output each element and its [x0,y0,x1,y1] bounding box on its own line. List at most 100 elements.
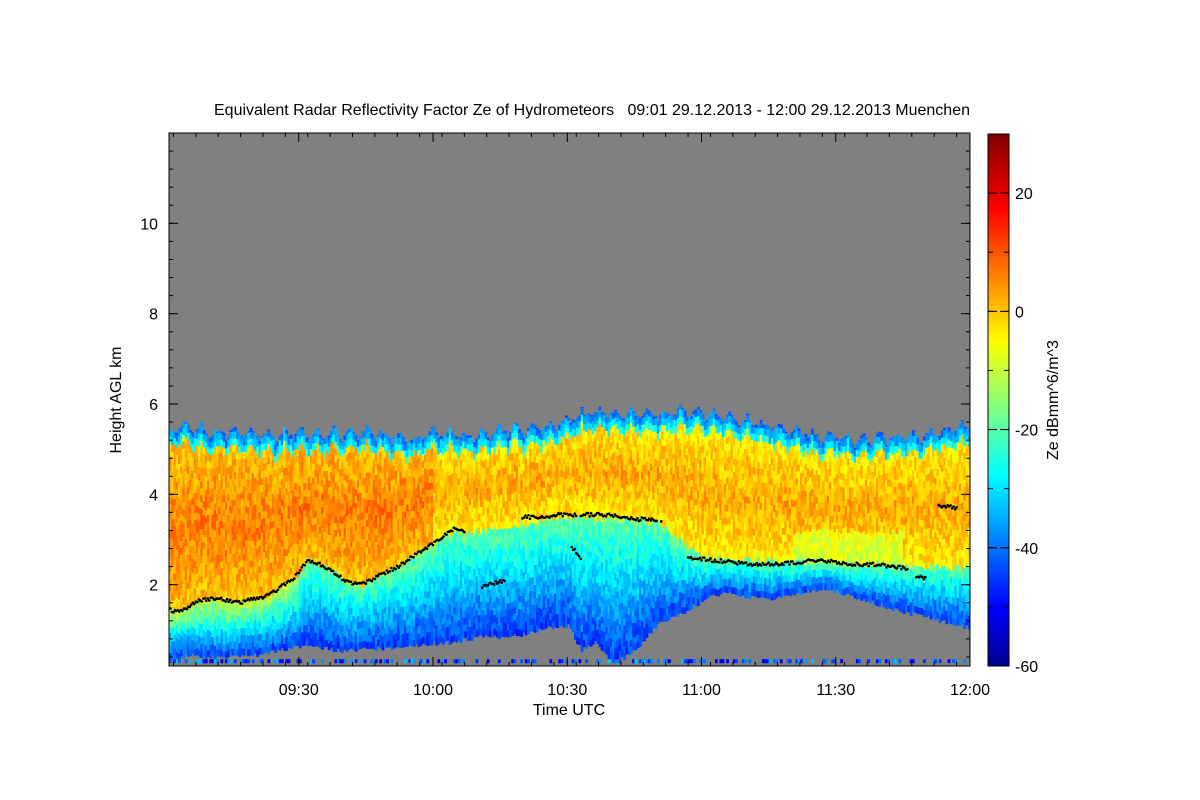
reflectivity-cell [453,484,456,493]
reflectivity-cell [372,519,376,528]
reflectivity-cell [482,487,486,496]
reflectivity-cell [287,491,291,499]
reflectivity-cell [480,445,483,453]
reflectivity-cell [198,581,201,589]
reflectivity-cell [495,569,499,577]
reflectivity-cell [410,625,414,634]
reflectivity-cell [314,503,318,511]
reflectivity-cell [195,539,199,547]
reflectivity-cell [298,627,302,635]
reflectivity-cell [433,593,436,602]
reflectivity-cell [249,427,253,432]
reflectivity-cell [339,488,342,497]
reflectivity-cell [169,652,172,660]
reflectivity-cell [318,485,322,493]
reflectivity-cell [222,447,226,456]
reflectivity-cell [462,549,465,558]
reflectivity-cell [506,501,510,509]
reflectivity-cell [169,578,172,586]
reflectivity-cell [421,534,425,543]
reflectivity-cell [265,638,269,646]
reflectivity-cell [417,443,421,451]
reflectivity-cell [209,438,213,442]
reflectivity-cell [242,566,246,575]
reflectivity-cell [370,614,374,622]
reflectivity-cell [377,476,380,484]
reflectivity-cell [502,629,506,638]
reflectivity-cell [233,458,237,466]
reflectivity-cell [309,631,313,639]
reflectivity-cell [218,527,222,535]
reflectivity-cell [415,595,418,604]
reflectivity-cell [482,589,486,597]
reflectivity-cell [213,536,217,545]
reflectivity-cell [249,587,253,595]
reflectivity-cell [276,581,280,589]
reflectivity-cell [386,579,389,587]
reflectivity-cell [339,637,342,646]
reflectivity-cell [169,591,172,600]
reflectivity-cell [468,435,472,438]
reflectivity-cell [412,551,416,559]
reflectivity-cell [457,626,461,634]
reflectivity-cell [256,507,260,515]
reflectivity-cell [316,524,320,532]
reflectivity-cell [265,503,269,511]
reflectivity-cell [459,621,463,630]
clutter-cell [200,659,204,664]
reflectivity-cell [294,563,298,572]
reflectivity-cell [332,515,336,524]
reflectivity-cell [334,515,338,524]
reflectivity-cell [403,456,407,465]
reflectivity-cell [361,606,365,615]
reflectivity-cell [262,449,266,458]
reflectivity-cell [408,495,412,504]
reflectivity-cell [229,607,233,615]
reflectivity-cell [424,603,427,611]
reflectivity-cell [321,621,324,630]
reflectivity-cell [374,514,378,523]
reflectivity-cell [298,430,302,439]
reflectivity-cell [332,461,336,469]
reflectivity-cell [287,538,291,547]
reflectivity-cell [200,562,204,570]
reflectivity-cell [368,621,371,629]
reflectivity-cell [457,565,461,574]
reflectivity-cell [374,589,378,597]
reflectivity-cell [457,477,461,485]
reflectivity-cell [424,515,427,523]
reflectivity-cell [399,532,403,540]
reflectivity-cell [218,439,222,447]
reflectivity-cell [403,531,407,539]
reflectivity-cell [493,553,497,561]
reflectivity-cell [312,626,316,634]
reflectivity-cell [204,482,208,490]
reflectivity-cell [222,522,226,530]
reflectivity-cell [242,600,246,609]
reflectivity-cell [240,580,244,588]
reflectivity-cell [401,538,405,546]
reflectivity-cell [303,523,307,531]
reflectivity-cell [408,536,412,544]
reflectivity-cell [256,435,260,441]
reflectivity-cell [339,617,342,625]
reflectivity-cell [466,477,470,486]
reflectivity-cell [182,637,186,645]
reflectivity-cell [455,601,459,609]
reflectivity-cell [182,590,186,598]
reflectivity-cell [276,520,280,528]
reflectivity-cell [200,630,204,638]
reflectivity-cell [504,548,508,556]
reflectivity-cell [309,489,313,497]
reflectivity-cell [439,533,443,541]
reflectivity-cell [488,440,492,448]
reflectivity-cell [504,493,508,502]
reflectivity-cell [491,501,495,509]
reflectivity-cell [412,632,416,640]
reflectivity-cell [314,632,318,640]
reflectivity-cell [175,434,179,442]
reflectivity-cell [497,423,501,430]
reflectivity-cell [435,604,439,612]
reflectivity-cell [245,614,248,622]
reflectivity-cell [397,572,401,580]
